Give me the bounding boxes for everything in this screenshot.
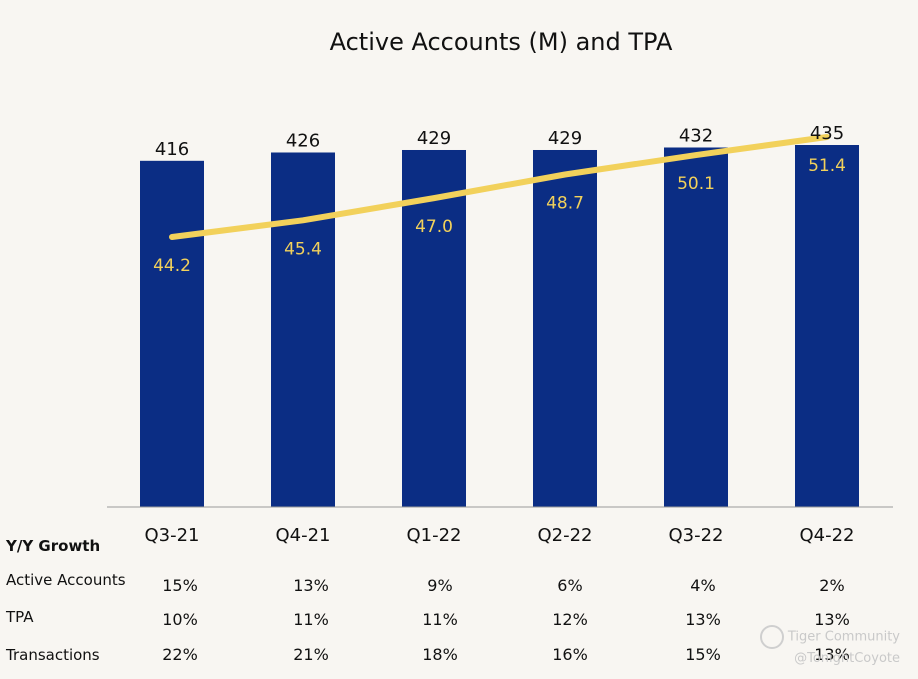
line-value-label: 47.0 bbox=[415, 217, 453, 237]
bar bbox=[533, 149, 597, 507]
bar bbox=[402, 149, 466, 507]
growth-cell: 18% bbox=[422, 645, 458, 664]
growth-row-active-accounts: Active Accounts 15% 13% 9% 6% 4% 2% bbox=[0, 571, 918, 595]
tpa-line bbox=[169, 134, 830, 240]
bar-value-label: 435 bbox=[810, 123, 844, 144]
growth-cell: 9% bbox=[427, 576, 453, 595]
tiger-logo-icon bbox=[759, 625, 784, 649]
line-value-label: 45.4 bbox=[284, 239, 322, 259]
growth-cell: 15% bbox=[162, 576, 198, 595]
bar-value-label: 429 bbox=[417, 128, 451, 149]
x-tick-label: Q1-22 bbox=[406, 525, 461, 546]
bar-value-label: 416 bbox=[155, 139, 189, 160]
labels-layer: 416 Q3-21 426 Q4-21 429 Q1-22 429 Q2-22 432 Q3-22… bbox=[144, 123, 854, 546]
growth-cell: 15% bbox=[685, 645, 721, 664]
x-tick-label: Q2-22 bbox=[537, 525, 592, 546]
growth-row-tpa: TPA 10% 11% 11% 12% 13% 13% bbox=[0, 608, 918, 630]
line-value-label: 51.4 bbox=[808, 156, 846, 176]
growth-cell: 13% bbox=[685, 610, 721, 629]
growth-cell: 13% bbox=[814, 645, 850, 664]
watermark-line2: @TonightCoyote bbox=[794, 651, 900, 666]
bar-value-label: 429 bbox=[548, 128, 582, 149]
watermark-line1: Tiger Community bbox=[787, 629, 900, 645]
growth-row-label: Active Accounts bbox=[6, 571, 126, 589]
line-value-label: 50.1 bbox=[677, 174, 715, 194]
bar bbox=[140, 160, 204, 507]
growth-cell: 4% bbox=[690, 576, 716, 595]
bars-layer bbox=[140, 145, 859, 507]
bar bbox=[664, 147, 728, 507]
x-tick-label: Q3-21 bbox=[144, 525, 199, 546]
growth-cell: 11% bbox=[422, 610, 458, 629]
growth-cell: 12% bbox=[552, 610, 588, 629]
yy-growth-title: Y/Y Growth bbox=[6, 537, 101, 555]
growth-cell: 11% bbox=[293, 610, 329, 629]
bar-value-label: 432 bbox=[679, 125, 713, 146]
bar bbox=[271, 152, 335, 507]
chart-title: Active Accounts (M) and TPA bbox=[330, 28, 673, 56]
growth-cell: 6% bbox=[557, 576, 583, 595]
x-tick-label: Q4-21 bbox=[275, 525, 330, 546]
growth-row-transactions: Transactions 22% 21% 18% 16% 15% 13% bbox=[0, 645, 918, 668]
growth-cell: 13% bbox=[814, 610, 850, 629]
growth-cell: 10% bbox=[162, 610, 198, 629]
growth-cell: 21% bbox=[293, 645, 329, 664]
bar-value-label: 426 bbox=[286, 130, 320, 151]
growth-cell: 22% bbox=[162, 645, 198, 664]
line-value-label: 48.7 bbox=[546, 194, 584, 214]
growth-cell: 13% bbox=[293, 576, 329, 595]
x-tick-label: Q3-22 bbox=[668, 525, 723, 546]
watermark: Tiger Community @TonightCoyote bbox=[759, 625, 900, 669]
x-tick-label: Q4-22 bbox=[799, 525, 854, 546]
line-value-label: 44.2 bbox=[153, 256, 191, 276]
line-layer bbox=[169, 134, 830, 240]
growth-cell: 16% bbox=[552, 645, 588, 664]
bar bbox=[795, 145, 859, 507]
growth-row-label: Transactions bbox=[6, 646, 100, 664]
growth-row-label: TPA bbox=[6, 608, 34, 626]
growth-cell: 2% bbox=[819, 576, 845, 595]
